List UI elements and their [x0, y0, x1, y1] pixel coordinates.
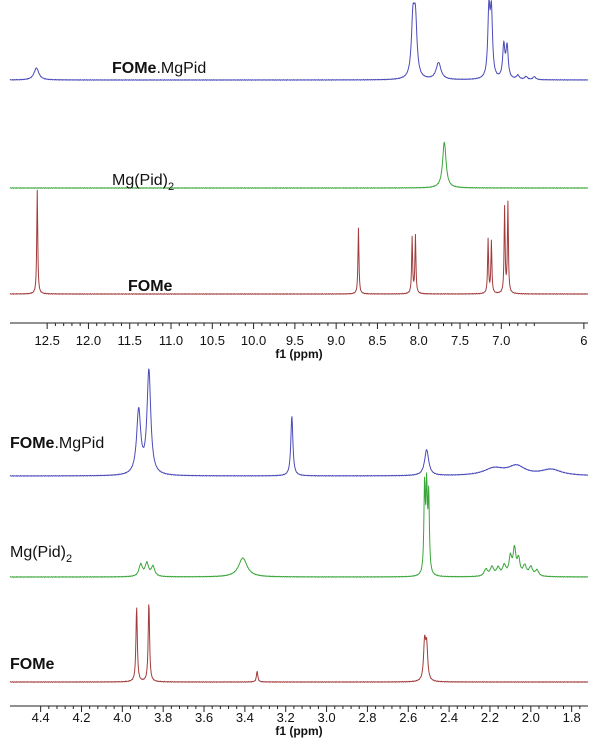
x-tick-label: 3.4	[236, 710, 254, 725]
series-label: FOMe.MgPid	[112, 60, 206, 77]
x-axis-title: f1 (ppm)	[275, 347, 322, 361]
series-label: Mg(Pid)2	[10, 544, 72, 565]
x-tick-label: 3.6	[195, 710, 213, 725]
series-label-rest: Mg(Pid)	[10, 544, 66, 561]
spectrum-trace	[9, 0, 589, 81]
spectrum-panel-1: 12.5 12.0 11.5 11.0 10.5 10.0 9.5 9.0 8.5 8.0 7.5 7…	[9, 0, 589, 361]
series-label-subscript: 2	[66, 553, 72, 565]
x-tick-label: 8.0	[410, 333, 428, 348]
series-label-subscript: 2	[168, 181, 174, 193]
spectrum-trace	[9, 472, 589, 578]
series-label-rest: .MgPid	[156, 60, 206, 77]
spectrum-trace	[9, 368, 589, 477]
x-tick-label: 2.4	[440, 710, 458, 725]
x-tick-label: 6	[580, 333, 587, 348]
x-tick-label: 3.2	[277, 710, 295, 725]
x-tick-label: 11.5	[118, 333, 142, 348]
x-tick-label: 1.8	[563, 710, 581, 725]
spectrum-trace	[9, 141, 589, 189]
x-tick-label: 9.5	[286, 333, 304, 348]
spectrum-panel-2: 4.4 4.2 4.0 3.8 3.6 3.4 3.2 3.0 2.8 2.6 2.4 2.2 2.0 1…	[9, 368, 589, 738]
x-tick-label: 9.0	[327, 333, 345, 348]
series-label-bold: FOMe	[112, 60, 157, 77]
series-label-rest: Mg(Pid)	[112, 172, 168, 189]
x-tick-label: 12.5	[35, 333, 60, 348]
series-label: FOMe	[128, 278, 173, 295]
x-tick-label: 3.8	[154, 710, 172, 725]
x-tick-label: 2.8	[358, 710, 376, 725]
series-label-bold: FOMe	[10, 435, 55, 452]
series-label: Mg(Pid)2	[112, 172, 174, 193]
x-axis-title: f1 (ppm)	[275, 724, 322, 738]
series-label: FOMe	[10, 656, 55, 673]
x-tick-label: 4.0	[113, 710, 131, 725]
x-tick-label: 12.0	[76, 333, 101, 348]
x-tick-label: 2.0	[522, 710, 540, 725]
x-tick-label: 7.5	[451, 333, 469, 348]
x-tick-label: 4.2	[72, 710, 90, 725]
series-label-bold: FOMe	[128, 278, 173, 295]
x-tick-label: 4.4	[32, 710, 50, 725]
x-tick-label: 10.5	[200, 333, 225, 348]
x-tick-label: 7.0	[492, 333, 510, 348]
spectrum-trace	[9, 604, 589, 683]
series-label: FOMe.MgPid	[10, 435, 104, 452]
x-tick-label: 11.0	[159, 333, 183, 348]
x-tick-label: 2.6	[399, 710, 417, 725]
x-tick-label: 2.2	[481, 710, 499, 725]
spectrum-trace	[9, 189, 589, 295]
x-tick-label: 3.0	[318, 710, 336, 725]
series-label-rest: .MgPid	[54, 435, 104, 452]
series-label-bold: FOMe	[10, 656, 55, 673]
x-tick-label: 10.0	[241, 333, 266, 348]
x-tick-label: 8.5	[368, 333, 386, 348]
